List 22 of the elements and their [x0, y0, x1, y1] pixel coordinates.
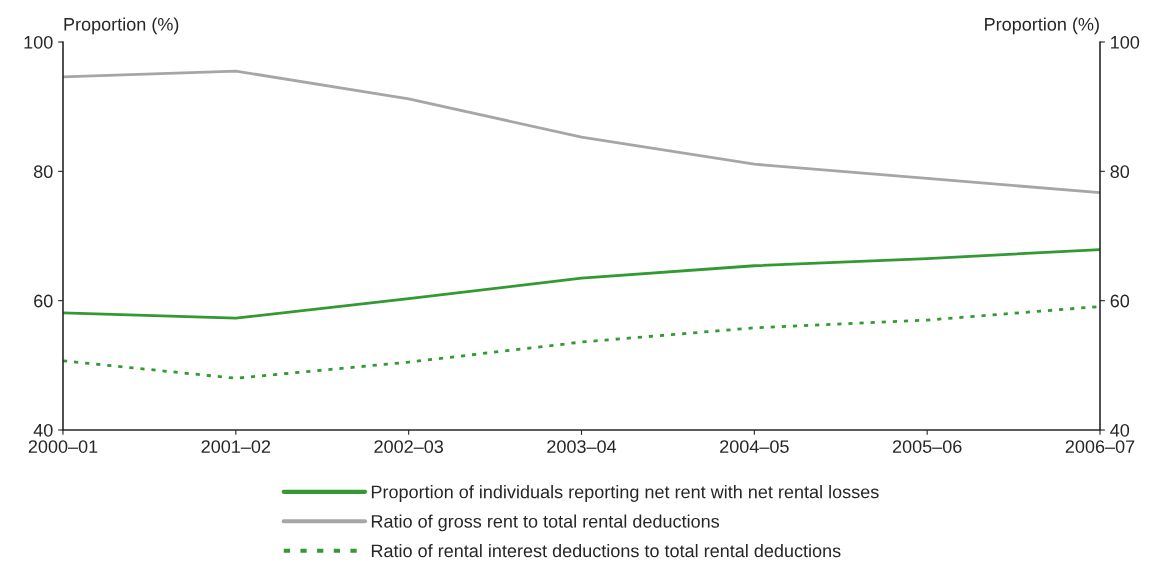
y2-tick-label: 100 [1111, 35, 1140, 49]
y2-tick-label: 80 [1110, 165, 1130, 179]
y-axis-title: Proportion (%) [64, 17, 179, 35]
legend-label: Proportion of individuals reporting net rent with net rental losses [371, 485, 879, 502]
y-tick-label: 100 [24, 35, 53, 49]
x-tick-label: 2000–01 [28, 440, 98, 453]
line-series [63, 69, 1100, 195]
y2-tick-label: 60 [1110, 294, 1130, 308]
y2-tick-label: 40 [1110, 423, 1130, 437]
x-tick-label: 2006–07 [1065, 440, 1135, 453]
x-tick-label: 2001–02 [201, 440, 271, 453]
legend-label: Ratio of gross rent to total rental deductions [371, 514, 720, 532]
x-tick-label: 2003–04 [547, 440, 617, 453]
y-tick-label: 60 [34, 294, 53, 308]
legend-label: Ratio of rental interest deductions to total rental deductions [371, 543, 841, 558]
y2-axis-title: Proportion (%) [985, 17, 1099, 35]
x-tick-label: 2004–05 [720, 440, 789, 453]
y-tick-label: 80 [33, 165, 53, 179]
x-tick-label: 2005–06 [892, 440, 962, 453]
x-tick-label: 2002–03 [374, 440, 444, 453]
line-series [63, 248, 1100, 320]
y-tick-label: 40 [33, 423, 53, 437]
